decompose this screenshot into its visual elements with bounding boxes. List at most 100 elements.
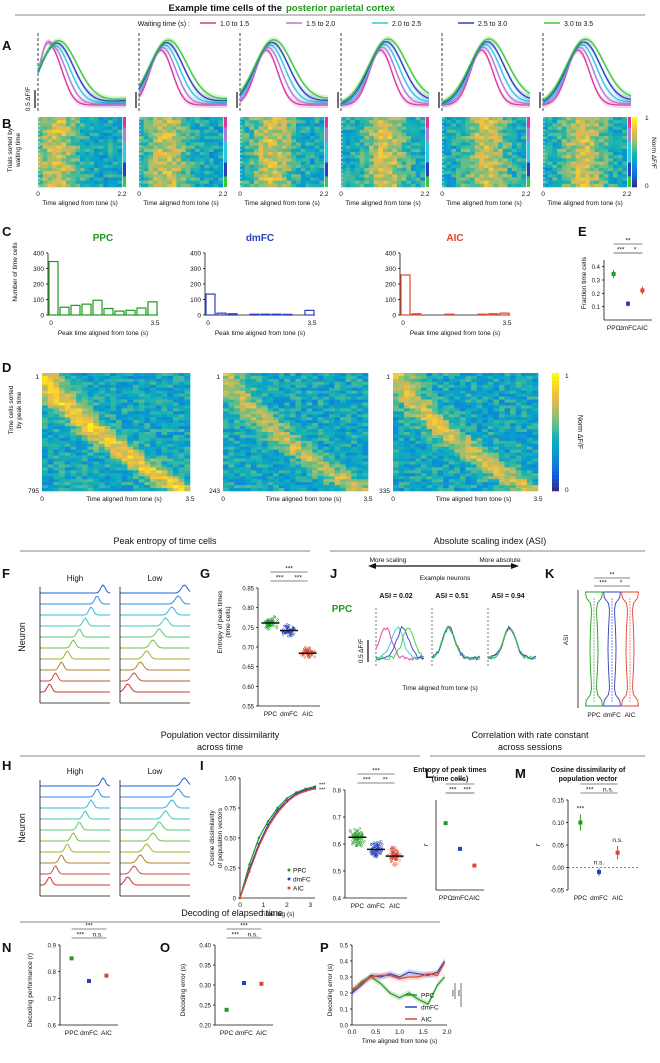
heat-cell (312, 387, 319, 391)
heat-cell (470, 129, 475, 134)
heat-cell (172, 393, 179, 397)
heat-cell (256, 443, 263, 448)
heat-cell (42, 482, 48, 486)
b-colorbar-cell (632, 124, 637, 127)
heat-cell (369, 142, 374, 146)
heat-cell (110, 393, 117, 397)
heat-cell (359, 152, 365, 156)
heat-cell (314, 136, 320, 140)
heat-cell (176, 145, 182, 150)
heat-cell (289, 449, 296, 453)
heat-cell (89, 120, 95, 124)
heat-cell (70, 378, 77, 383)
heat-cell (359, 126, 365, 131)
heat-cell (277, 145, 283, 150)
heat-cell (250, 446, 257, 450)
heat-cell (456, 158, 461, 162)
heat-cell (282, 177, 287, 181)
waiting-time-bar (123, 117, 126, 128)
heat-cell (312, 399, 319, 403)
heat-cell (397, 152, 402, 156)
heat-cell (263, 152, 269, 156)
heat-cell (351, 414, 358, 418)
heat-cell (474, 123, 480, 127)
heat-cell (98, 402, 105, 406)
heat-cell (362, 482, 369, 486)
heat-cell (38, 126, 43, 131)
heat-cell (98, 183, 104, 188)
heat-cell (323, 414, 330, 418)
heat-cell (561, 167, 567, 172)
xtick-label: 0 (49, 320, 53, 327)
heat-cell (356, 396, 363, 400)
heat-cell (98, 155, 104, 159)
heat-cell (272, 152, 278, 156)
heat-cell (451, 171, 457, 175)
heat-cell (552, 126, 558, 131)
waiting-time-bar (527, 176, 530, 187)
heat-cell (289, 373, 296, 377)
heat-cell (228, 461, 235, 465)
heat-cell (267, 455, 274, 459)
heat-cell (334, 405, 341, 409)
heat-cell (334, 443, 341, 448)
heat-cell (223, 455, 229, 459)
heat-cell (108, 164, 113, 169)
heat-cell (580, 142, 586, 146)
heat-cell (103, 155, 109, 159)
heat-cell (273, 375, 280, 380)
heat-cell (387, 132, 393, 137)
heat-cell (223, 405, 229, 409)
heat-cell (239, 417, 246, 421)
heat-cell (454, 387, 461, 391)
heat-cell (282, 167, 287, 172)
heat-cell (378, 164, 384, 169)
heat-cell (561, 145, 567, 150)
heat-cell (245, 387, 252, 391)
heat-cell (150, 449, 157, 453)
heat-cell (502, 142, 508, 146)
heat-cell (334, 461, 341, 465)
heat-cell (98, 120, 104, 124)
heat-cell (245, 414, 252, 418)
heat-cell (278, 473, 285, 477)
heat-cell (474, 171, 480, 175)
heat-cell (234, 482, 241, 486)
heat-cell (273, 479, 280, 483)
heat-cell (53, 488, 60, 492)
heat-cell (585, 139, 590, 143)
heat-cell (448, 396, 455, 400)
heat-cell (184, 417, 191, 421)
heat-cell (239, 408, 246, 412)
heat-cell (178, 485, 185, 489)
heat-cell (306, 384, 313, 389)
heat-cell (291, 126, 297, 131)
heat-cell (571, 171, 576, 175)
heat-cell (355, 148, 360, 153)
heat-cell (398, 378, 405, 383)
heat-cell (460, 158, 466, 162)
heat-cell (571, 142, 576, 146)
heat-cell (47, 378, 54, 383)
heat-cell (155, 443, 162, 448)
heat-cell (566, 161, 572, 166)
heat-cell (70, 132, 76, 137)
heat-cell (112, 177, 118, 181)
heat-cell (98, 432, 105, 436)
heat-cell (116, 443, 122, 448)
heat-cell (80, 123, 85, 127)
b-colorbar-cell (632, 163, 637, 167)
heat-cell (415, 155, 421, 159)
data-marker (611, 272, 616, 276)
heat-cell (622, 142, 628, 146)
heat-cell (87, 482, 94, 486)
heat-cell (426, 387, 433, 391)
heat-cell (263, 120, 269, 124)
heat-cell (378, 167, 384, 172)
heat-cell (93, 378, 100, 383)
heat-cell (268, 171, 273, 175)
heat-cell (190, 155, 196, 159)
heat-cell (184, 452, 191, 456)
heat-cell (392, 142, 398, 146)
